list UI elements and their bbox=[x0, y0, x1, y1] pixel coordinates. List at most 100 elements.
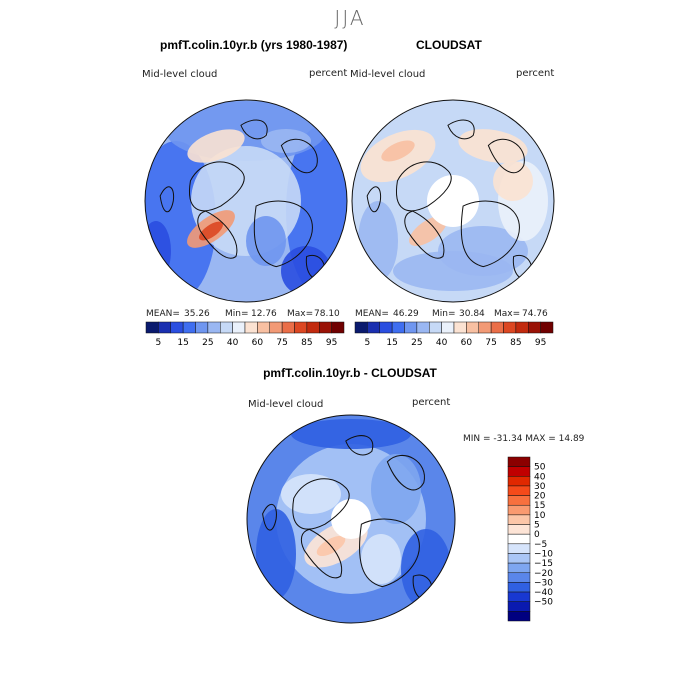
model-colorbar-tick-label: 15 bbox=[177, 338, 188, 348]
model-variable-label: Mid-level cloud bbox=[142, 69, 218, 80]
diff-variable-label: Mid-level cloud bbox=[248, 399, 324, 410]
obs-colorbar-swatch bbox=[391, 321, 405, 334]
obs-colorbar-swatch bbox=[540, 321, 554, 334]
diff-colorbar-swatch bbox=[507, 572, 531, 583]
obs-colorbar-swatch bbox=[429, 321, 442, 334]
obs-colorbar-tick-label: 5 bbox=[365, 338, 371, 348]
model-cloud-region bbox=[199, 221, 223, 241]
diff-coastline bbox=[300, 528, 343, 579]
obs-max-label: Max= bbox=[494, 309, 521, 319]
model-colorbar-swatch bbox=[281, 321, 295, 334]
obs-cloud-region bbox=[409, 215, 447, 247]
diff-colorbar-swatch bbox=[507, 543, 531, 554]
model-cloud-region bbox=[187, 129, 245, 163]
obs-colorbar-swatch bbox=[441, 321, 455, 334]
diff-cloud-region bbox=[401, 529, 451, 609]
obs-colorbar: 5 15 25 40 60 75 85 95 bbox=[354, 321, 554, 348]
obs-coastline bbox=[404, 210, 445, 259]
model-colorbar-swatch bbox=[319, 321, 332, 334]
diff-colorbar-swatch bbox=[507, 476, 531, 487]
diff-map-fill bbox=[247, 415, 455, 623]
diff-colorbar-tick-label: −30 bbox=[534, 578, 553, 588]
obs-colorbar-tick-label: 85 bbox=[510, 338, 521, 348]
diff-colorbar-tick-label: −15 bbox=[534, 559, 553, 569]
season-title: JJA bbox=[334, 6, 366, 30]
diff-coastline bbox=[292, 478, 350, 530]
diff-colorbar-tick-label: 50 bbox=[534, 463, 546, 473]
obs-mean-label: MEAN= bbox=[355, 309, 389, 319]
diff-min-max-text: MIN = -31.34 MAX = 14.89 bbox=[463, 434, 585, 444]
obs-max-value: 74.76 bbox=[522, 309, 548, 319]
model-colorbar-tick-label: 95 bbox=[326, 338, 337, 348]
obs-mean-value: 46.29 bbox=[393, 309, 419, 319]
model-mean-value: 35.26 bbox=[184, 309, 210, 319]
obs-colorbar-tick-label: 60 bbox=[461, 338, 473, 348]
model-colorbar-swatch bbox=[269, 321, 283, 334]
model-cloud-region bbox=[145, 221, 171, 281]
obs-cloud-region bbox=[493, 161, 533, 201]
model-colorbar-swatch bbox=[145, 321, 159, 334]
obs-colorbar-swatch bbox=[528, 321, 541, 334]
obs-colorbar-swatch bbox=[453, 321, 467, 334]
diff-map-boundary bbox=[246, 414, 456, 624]
diff-coastline bbox=[262, 503, 277, 531]
model-colorbar-tick-label: 85 bbox=[301, 338, 312, 348]
obs-colorbar-tick-label: 95 bbox=[535, 338, 546, 348]
obs-cloud-region bbox=[458, 129, 528, 163]
diff-colorbar-tick-label: 5 bbox=[534, 521, 540, 531]
obs-variable-label: Mid-level cloud bbox=[350, 69, 426, 80]
model-colorbar-swatch bbox=[232, 321, 246, 334]
obs-colorbar-swatch bbox=[379, 321, 393, 334]
diff-colorbar-tick-label: 30 bbox=[534, 482, 546, 492]
obs-colorbar-swatch bbox=[466, 321, 479, 334]
diff-colorbar-tick-label: 0 bbox=[534, 530, 540, 540]
diff-colorbar-swatch bbox=[507, 504, 531, 516]
model-mean-label: MEAN= bbox=[146, 309, 180, 319]
obs-coastline bbox=[395, 161, 452, 212]
diff-missing-data-hole bbox=[331, 499, 371, 539]
diff-colorbar-tick-label: 20 bbox=[534, 492, 546, 502]
obs-min-value: 30.84 bbox=[459, 309, 485, 319]
obs-coastline bbox=[447, 119, 475, 140]
model-min-label: Min= bbox=[225, 309, 249, 319]
model-max-value: 78.10 bbox=[314, 309, 340, 319]
obs-map-boundary bbox=[351, 99, 555, 303]
model-map-boundary bbox=[144, 99, 348, 303]
obs-cloud-region bbox=[393, 251, 513, 291]
model-colorbar-tick-label: 25 bbox=[202, 338, 213, 348]
model-colorbar-tick-label: 5 bbox=[156, 338, 162, 348]
obs-panel-title: CLOUDSAT bbox=[416, 38, 482, 52]
diff-cloud-region bbox=[371, 454, 421, 524]
obs-units-label: percent bbox=[516, 68, 555, 79]
diff-panel-title: pmfT.colin.10yr.b - CLOUDSAT bbox=[263, 366, 437, 380]
model-colorbar: 5 15 25 40 60 75 85 95 bbox=[145, 321, 345, 348]
model-units-label: percent bbox=[309, 68, 348, 79]
model-cloud-region bbox=[246, 216, 286, 266]
model-polar-map bbox=[144, 99, 348, 303]
model-cloud-region bbox=[261, 129, 311, 153]
diff-colorbar-swatch bbox=[507, 533, 531, 545]
obs-colorbar-swatch bbox=[490, 321, 504, 334]
diff-colorbar-swatch bbox=[507, 553, 531, 564]
diff-polar-map bbox=[246, 414, 456, 624]
model-colorbar-swatch bbox=[257, 321, 270, 334]
diff-cloud-region bbox=[361, 534, 401, 584]
diff-colorbar-swatch bbox=[507, 611, 531, 622]
model-colorbar-tick-label: 75 bbox=[276, 338, 287, 348]
model-max-label: Max= bbox=[287, 309, 314, 319]
obs-min-label: Min= bbox=[432, 309, 456, 319]
obs-colorbar-swatch bbox=[478, 321, 492, 334]
diff-colorbar-swatch bbox=[507, 456, 531, 467]
model-cloud-region bbox=[281, 246, 331, 296]
diff-colorbar-swatch bbox=[507, 466, 531, 477]
diff-colorbar-swatch bbox=[507, 524, 531, 535]
model-colorbar-swatch bbox=[244, 321, 258, 334]
obs-colorbar-tick-label: 40 bbox=[436, 338, 448, 348]
model-colorbar-swatch bbox=[195, 321, 209, 334]
obs-polar-map bbox=[351, 99, 555, 303]
obs-colorbar-tick-label: 75 bbox=[485, 338, 496, 348]
diff-colorbar-tick-label: −20 bbox=[534, 569, 553, 579]
model-colorbar-tick-label: 60 bbox=[252, 338, 264, 348]
diff-colorbar-swatch bbox=[507, 582, 531, 593]
